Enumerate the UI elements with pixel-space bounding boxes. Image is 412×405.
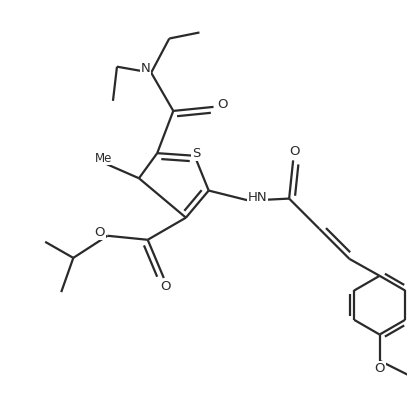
Text: O: O <box>217 98 227 111</box>
Text: Me: Me <box>95 151 112 165</box>
Text: O: O <box>95 226 105 239</box>
Text: O: O <box>289 145 300 158</box>
Text: HN: HN <box>248 191 267 204</box>
Text: O: O <box>161 280 171 293</box>
Text: N: N <box>140 62 150 75</box>
Text: S: S <box>192 147 200 160</box>
Text: O: O <box>375 362 385 375</box>
